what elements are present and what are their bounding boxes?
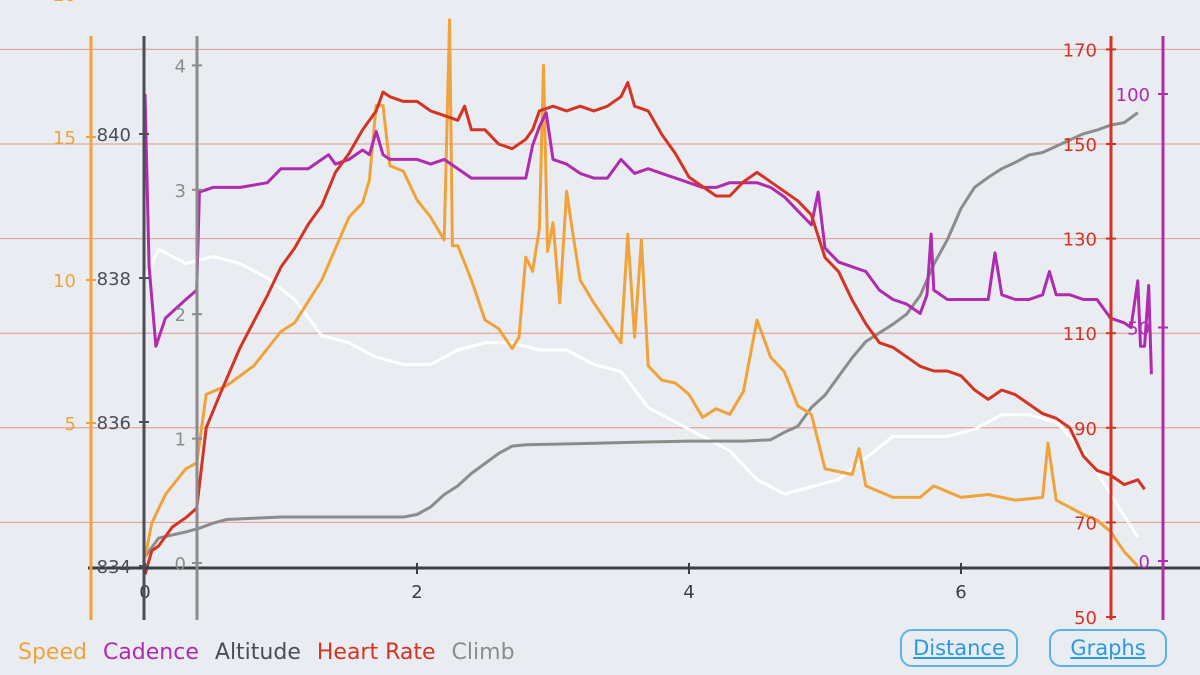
climb-tick-label-1: 1: [175, 430, 186, 451]
legend-entry-heart-rate: Heart Rate: [316, 640, 436, 665]
altitude-tick-label-840: 840: [97, 125, 131, 146]
series-line-cadence: [143, 93, 1153, 375]
legend-entry-cadence: Cadence: [102, 640, 199, 665]
speed-tick-label-15: 15: [53, 128, 76, 149]
legend: Speed Cadence Altitude Heart Rate Climb: [18, 640, 515, 665]
cadence-tick-label-100: 100: [1116, 85, 1150, 106]
climb-tick-label-4: 4: [175, 56, 186, 77]
x-tick-label-4: 4: [683, 582, 694, 603]
heart-rate-tick-label-70: 70: [1074, 513, 1097, 534]
cadence-tick-label-50: 50: [1127, 319, 1150, 340]
heart-rate-tick-label-150: 150: [1063, 135, 1097, 156]
heart-rate-tick-label-90: 90: [1074, 419, 1097, 440]
legend-entry-altitude: Altitude: [214, 640, 301, 665]
speed-tick-label-20: 20: [53, 0, 76, 6]
climb-tick-label-3: 3: [175, 181, 186, 202]
distance-button[interactable]: Distance: [900, 629, 1018, 667]
altitude-tick-label-836: 836: [97, 413, 131, 434]
heart-rate-tick-label-50: 50: [1074, 608, 1097, 629]
legend-entry-climb: Climb: [451, 640, 515, 665]
speed-tick-label-10: 10: [53, 271, 76, 292]
climb-tick-label-2: 2: [175, 305, 186, 326]
heart-rate-tick-label-110: 110: [1063, 324, 1097, 345]
heart-rate-tick-label-130: 130: [1063, 230, 1097, 251]
graphs-button[interactable]: Graphs: [1049, 629, 1167, 667]
series-line-speed: [143, 18, 1139, 568]
cadence-tick-label-0: 0: [1139, 552, 1150, 573]
x-tick-label-6: 6: [955, 582, 966, 603]
series-line-climb: [143, 111, 1139, 558]
series-line-heart-rate: [143, 81, 1146, 575]
speed-tick-label-5: 5: [65, 414, 76, 435]
climb-tick-label-0: 0: [175, 554, 186, 575]
multi-axis-line-chart: 0 2 4 6 5 10 15 20 834 836 838 840 0 1 2 3 4 50 70 90 110 130…: [0, 0, 1200, 629]
heart-rate-tick-label-170: 170: [1063, 40, 1097, 61]
series-line-altitude: [143, 247, 1140, 538]
legend-entry-speed: Speed: [18, 640, 87, 665]
altitude-tick-label-838: 838: [97, 269, 131, 290]
altitude-tick-label-834: 834: [97, 557, 131, 578]
x-tick-label-2: 2: [411, 582, 422, 603]
